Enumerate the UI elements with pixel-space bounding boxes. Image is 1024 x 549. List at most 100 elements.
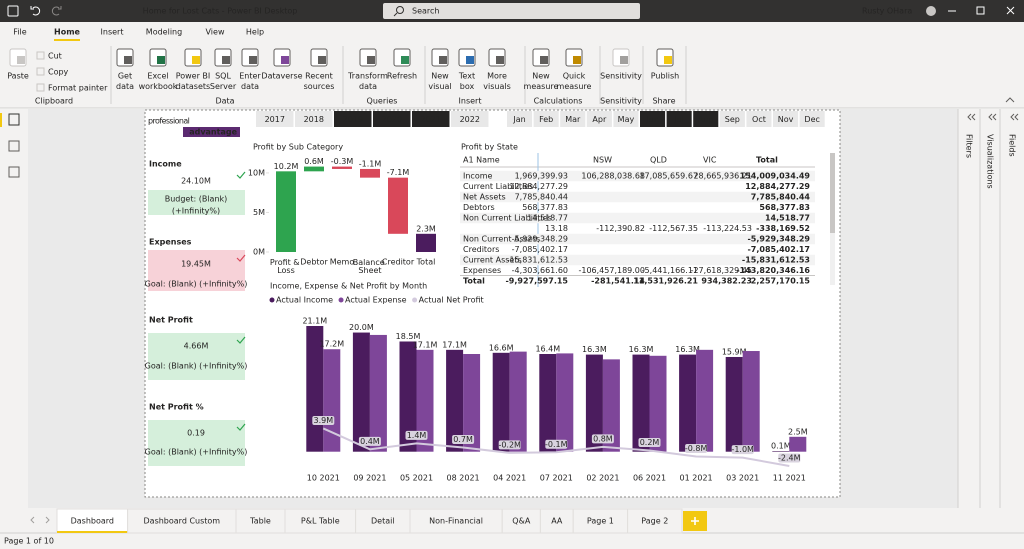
undo-icon[interactable] xyxy=(30,6,41,16)
ribbon-button[interactable]: measure xyxy=(524,82,559,91)
slicer-item-label[interactable]: Aug xyxy=(698,115,714,124)
slicer-item[interactable] xyxy=(693,111,719,127)
avatar[interactable] xyxy=(926,6,936,16)
table-header[interactable]: NSW xyxy=(593,156,612,165)
pane-title[interactable]: Filters xyxy=(965,134,974,158)
slicer-item[interactable] xyxy=(507,111,533,127)
page-tab[interactable] xyxy=(409,508,503,534)
slicer-item-label[interactable]: 2019 xyxy=(343,115,363,124)
slicer-item-label[interactable]: 2021 xyxy=(421,115,441,124)
slicer-item[interactable] xyxy=(295,111,333,127)
table-header[interactable]: A1 Name xyxy=(463,156,500,165)
search-placeholder[interactable]: Search xyxy=(412,7,439,16)
slicer-item[interactable] xyxy=(334,111,372,127)
slicer-item-label[interactable]: Jul xyxy=(673,115,684,124)
page-tab-label[interactable]: Dashboard Custom xyxy=(144,517,221,526)
slicer-item-label[interactable]: Dec xyxy=(804,115,819,124)
slicer-item-label[interactable]: May xyxy=(618,115,635,124)
page-tab-label[interactable]: Detail xyxy=(371,517,395,526)
ribbon-button[interactable]: SQL xyxy=(215,72,231,81)
tab-scroll[interactable] xyxy=(30,516,50,524)
slicer-item[interactable] xyxy=(533,111,559,127)
ribbon-button[interactable]: Transform xyxy=(347,72,388,81)
page-tab[interactable] xyxy=(284,508,357,534)
close-button[interactable] xyxy=(1006,6,1015,15)
ribbon-button[interactable]: Publish xyxy=(651,72,680,81)
legend-label[interactable]: Actual Net Profit xyxy=(419,296,484,305)
slicer-item-label[interactable]: Nov xyxy=(778,115,794,124)
model-view-icon[interactable] xyxy=(8,166,20,178)
ribbon-button[interactable]: Enter xyxy=(239,72,261,81)
page-tab[interactable] xyxy=(355,508,411,534)
ribbon-button[interactable]: More xyxy=(487,72,507,81)
ribbon-button[interactable]: Recent xyxy=(305,72,333,81)
slicer-item-label[interactable]: Oct xyxy=(752,115,766,124)
page-tab[interactable] xyxy=(627,508,683,534)
table-scroll-thumb[interactable] xyxy=(830,153,835,233)
slicer-item[interactable] xyxy=(746,111,772,127)
pane-title[interactable]: Fields xyxy=(1008,134,1017,157)
slicer-item[interactable] xyxy=(412,111,450,127)
menu-tab[interactable]: Modeling xyxy=(146,28,182,37)
page-tab-label[interactable]: Page 1 xyxy=(587,517,614,526)
page-tab-label[interactable]: Dashboard xyxy=(71,517,114,526)
ribbon-button[interactable]: visuals xyxy=(483,82,511,91)
ribbon-button[interactable]: Dataverse xyxy=(261,72,302,81)
restore-button[interactable] xyxy=(976,6,985,15)
slicer-item[interactable] xyxy=(666,111,692,127)
data-view-icon[interactable] xyxy=(8,140,20,152)
slicer-item[interactable] xyxy=(773,111,799,127)
page-tab[interactable] xyxy=(539,508,574,534)
ribbon-button[interactable]: Server xyxy=(210,82,237,91)
page-tab[interactable] xyxy=(56,508,129,534)
slicer-item-label[interactable]: Feb xyxy=(539,115,553,124)
report-view-icon[interactable] xyxy=(8,113,20,126)
slicer-item[interactable] xyxy=(799,111,825,127)
slicer-item[interactable] xyxy=(451,111,489,127)
menu-tab[interactable]: File xyxy=(13,28,26,37)
pane-title[interactable]: Visualizations xyxy=(986,134,995,189)
slicer-item-label[interactable]: Sep xyxy=(725,115,740,124)
page-tab-label[interactable]: AA xyxy=(551,517,563,526)
slicer-item[interactable] xyxy=(256,111,294,127)
slicer-item[interactable] xyxy=(373,111,411,127)
slicer-item-label[interactable]: 2018 xyxy=(304,115,324,124)
collapse-ribbon[interactable] xyxy=(1005,97,1015,103)
ribbon-button[interactable]: New xyxy=(431,72,449,81)
pane-chevron[interactable] xyxy=(988,113,997,121)
ribbon-button[interactable]: visual xyxy=(428,82,451,91)
menu-tab[interactable]: Home xyxy=(54,28,81,37)
ribbon-button[interactable]: data xyxy=(116,82,134,91)
search-box[interactable] xyxy=(383,3,640,19)
slicer-item-label[interactable]: Mar xyxy=(565,115,581,124)
menu-tab[interactable]: Help xyxy=(246,28,264,37)
ribbon-button[interactable]: datasets xyxy=(176,82,210,91)
slicer-item-label[interactable]: Jan xyxy=(512,115,525,124)
page-tab-label[interactable]: P&L Table xyxy=(301,517,340,526)
slicer-item-label[interactable]: Jun xyxy=(645,115,659,124)
page-tab-label[interactable]: Non-Financial xyxy=(429,517,483,526)
slicer-item[interactable] xyxy=(560,111,586,127)
ribbon-button[interactable]: sources xyxy=(304,82,335,91)
table-header[interactable]: QLD xyxy=(650,156,667,165)
slicer-item[interactable] xyxy=(719,111,745,127)
page-tab-label[interactable]: Table xyxy=(249,517,271,526)
slicer-item-label[interactable]: 2022 xyxy=(460,115,480,124)
ribbon-button[interactable]: box xyxy=(460,82,475,91)
menu-tab[interactable]: View xyxy=(206,28,225,37)
ribbon-button[interactable]: workbook xyxy=(139,82,178,91)
slicer-item[interactable] xyxy=(586,111,612,127)
ribbon-button[interactable]: Refresh xyxy=(387,72,417,81)
ribbon-button[interactable]: Excel xyxy=(147,72,168,81)
table-header[interactable]: Total xyxy=(756,156,778,165)
legend-label[interactable]: Actual Expense xyxy=(345,296,407,305)
ribbon-button[interactable]: Text xyxy=(458,72,475,81)
ribbon-button[interactable]: Quick xyxy=(563,72,586,81)
pane-chevron[interactable] xyxy=(1010,113,1019,121)
ribbon-button[interactable]: Get xyxy=(118,72,132,81)
ribbon-button[interactable]: New xyxy=(532,72,550,81)
ribbon-button[interactable]: data xyxy=(241,82,259,91)
slicer-item[interactable] xyxy=(613,111,639,127)
table-header[interactable]: VIC xyxy=(703,156,717,165)
legend-label[interactable]: Actual Income xyxy=(276,296,333,305)
